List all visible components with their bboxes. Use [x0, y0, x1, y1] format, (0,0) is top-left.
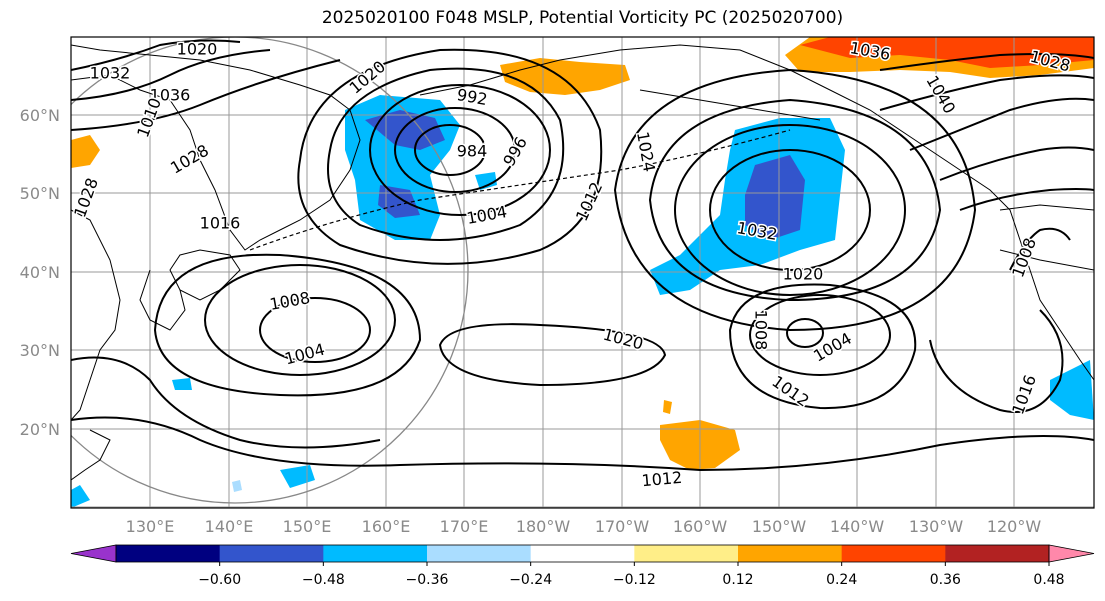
colorbar-swatch	[530, 545, 635, 562]
colorbar-tick-label: −0.36	[406, 572, 449, 588]
colorbar-tick-label: 0.24	[826, 572, 857, 588]
colorbar-swatch	[841, 545, 946, 562]
lat-label: 30°N	[20, 341, 60, 360]
graticule	[71, 37, 1094, 508]
lat-label: 20°N	[20, 420, 60, 439]
coastlines	[71, 44, 1094, 481]
lon-label: 180°W	[516, 517, 571, 536]
colorbar-swatch	[634, 545, 739, 562]
colorbar: −0.60 −0.48 −0.36 −0.24 −0.12 0.12 0.24 0.36 0.4…	[70, 544, 1095, 588]
isobar-label: 984	[457, 142, 488, 161]
lon-label: 130°W	[909, 517, 964, 536]
isobar-label: 1036	[150, 86, 191, 105]
colorbar-frame	[115, 544, 1050, 563]
lon-label: 120°W	[987, 517, 1042, 536]
map-title: 2025020100 F048 MSLP, Potential Vorticit…	[321, 8, 844, 28]
isobar-label: 1016	[200, 214, 241, 233]
colorbar-extend-low	[70, 544, 117, 563]
colorbar-tick-label: −0.48	[302, 572, 345, 588]
lat-label: 60°N	[20, 106, 60, 125]
colorbar-swatch	[219, 545, 324, 562]
colorbar-tick-label: −0.12	[613, 572, 656, 588]
colorbar-swatch	[945, 545, 1050, 562]
map-frame	[70, 36, 1095, 509]
colorbar-extend-high	[1048, 544, 1095, 563]
lon-label: 140°E	[205, 517, 254, 536]
lon-label: 140°W	[830, 517, 885, 536]
isobar-label: 1032	[90, 64, 131, 83]
pv-positive-shading	[71, 37, 1094, 470]
reference-circle	[71, 37, 469, 504]
latitude-labels: 60°N 50°N 40°N 30°N 20°N	[20, 106, 60, 439]
colorbar-swatch	[738, 545, 843, 562]
isobars	[71, 39, 1094, 472]
lat-label: 40°N	[20, 263, 60, 282]
lon-label: 160°E	[362, 517, 411, 536]
lon-label: 150°E	[283, 517, 332, 536]
lon-label: 150°W	[752, 517, 807, 536]
colorbar-swatch	[116, 545, 221, 562]
isobar-label: 1012	[641, 468, 683, 490]
colorbar-tick-label: 0.12	[722, 572, 753, 588]
colorbar-tick-label: −0.24	[509, 572, 552, 588]
longitude-labels: 130°E 140°E 150°E 160°E 170°E 180°W 170°…	[126, 517, 1042, 536]
colorbar-swatch	[427, 545, 532, 562]
colorbar-tick-label: 0.48	[1033, 572, 1064, 588]
lon-label: 170°E	[440, 517, 489, 536]
colorbar-tick-label: −0.60	[198, 572, 241, 588]
lon-label: 130°E	[126, 517, 175, 536]
colorbar-tick-label: 0.36	[930, 572, 961, 588]
isobar-label: 1008	[752, 310, 771, 351]
isobar-label: 1020	[783, 265, 824, 284]
lon-label: 170°W	[595, 517, 650, 536]
colorbar-swatch	[323, 545, 428, 562]
lon-label: 160°W	[673, 517, 728, 536]
lat-label: 50°N	[20, 184, 60, 203]
isobar-label: 1020	[177, 40, 218, 59]
